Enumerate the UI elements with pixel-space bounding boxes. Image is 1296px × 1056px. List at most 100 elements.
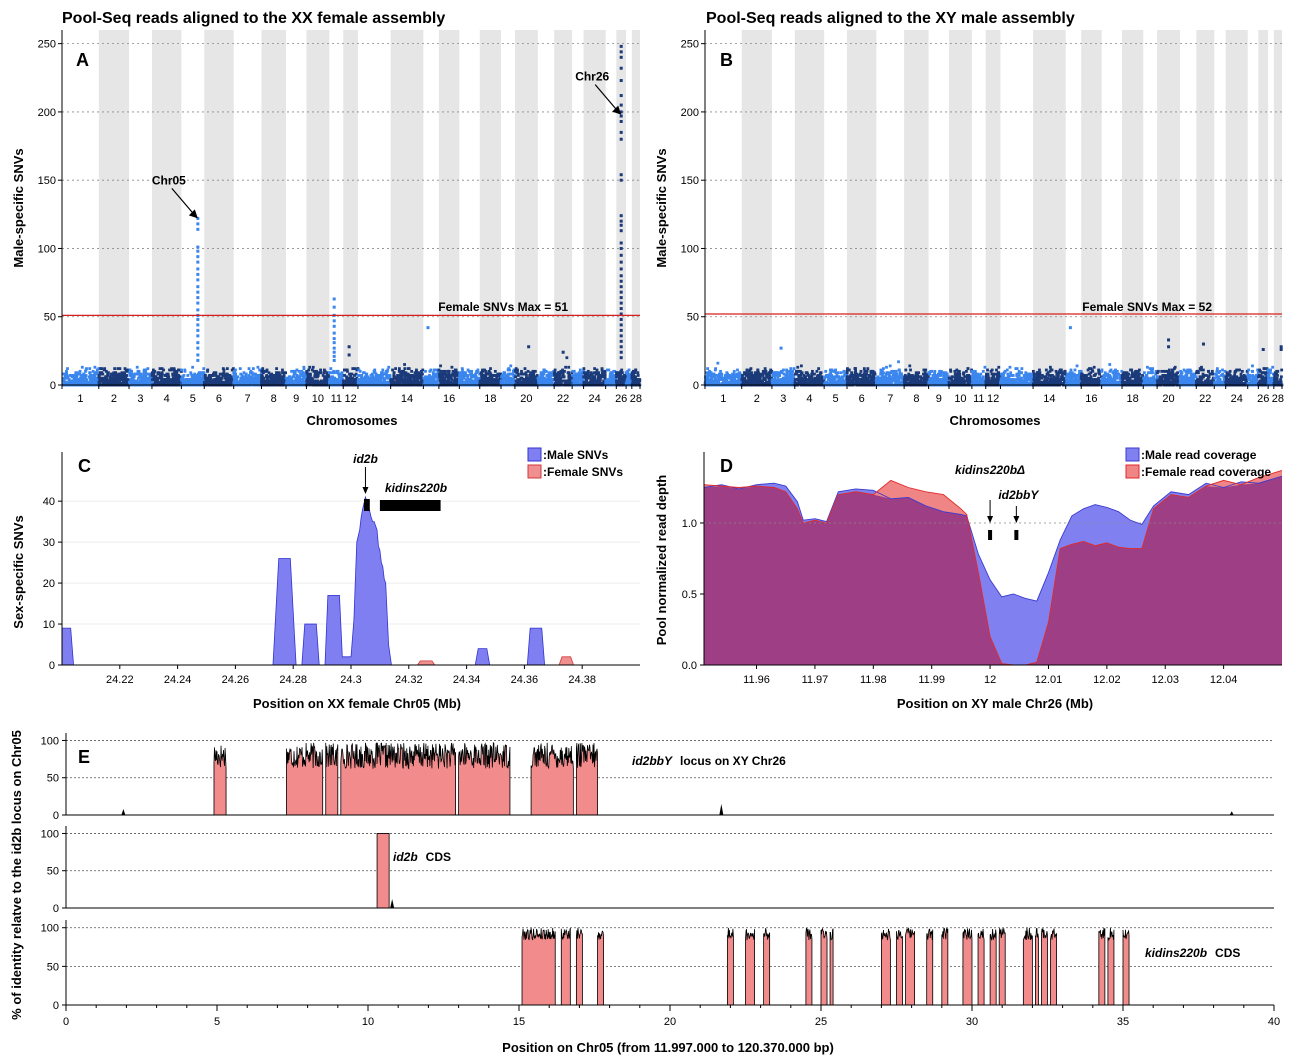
snv-point	[474, 372, 477, 376]
snv-point	[593, 367, 597, 371]
snv-point	[462, 382, 465, 386]
snv-point	[329, 371, 333, 375]
snv-point	[723, 382, 727, 386]
snv-point	[723, 378, 727, 381]
x-tick-label: 20	[520, 393, 532, 405]
snv-point	[171, 374, 175, 377]
snv-point	[461, 371, 465, 375]
snv-point	[440, 376, 444, 380]
snv-point	[451, 369, 455, 373]
snv-point	[403, 367, 407, 371]
snv-point	[91, 374, 95, 377]
snv-point	[728, 376, 731, 380]
snv-point	[436, 378, 440, 381]
snv-point	[132, 374, 135, 377]
snv-point	[225, 367, 229, 371]
snv-peak-point	[196, 296, 200, 300]
snv-point	[589, 379, 593, 383]
snv-point	[63, 372, 67, 376]
snv-point	[418, 380, 422, 384]
x-tick-label: 6	[216, 393, 222, 405]
snv-point	[104, 369, 108, 373]
snv-point	[278, 374, 282, 377]
snv-point	[526, 369, 530, 373]
snv-point	[212, 371, 216, 375]
snv-point	[95, 376, 99, 380]
snv-point	[425, 382, 429, 386]
snv-point	[620, 368, 624, 372]
snv-point	[721, 376, 725, 380]
snv-point	[514, 369, 517, 373]
snv-point	[492, 378, 496, 381]
snv-point	[706, 367, 710, 371]
snv-point	[320, 380, 324, 384]
panel-a: Pool-Seq reads aligned to the XX female …	[11, 10, 642, 428]
snv-point	[349, 372, 352, 376]
snv-point	[563, 379, 566, 383]
snv-point	[582, 375, 586, 379]
snv-point	[373, 368, 377, 372]
snv-point	[336, 369, 340, 373]
snv-peak-point	[619, 339, 623, 343]
snv-point	[348, 376, 352, 380]
snv-point	[232, 367, 235, 371]
snv-point	[453, 368, 457, 372]
y-tick-label: 0	[50, 380, 56, 392]
snv-point	[179, 378, 183, 381]
snv-point	[256, 365, 260, 369]
snv-point	[323, 376, 327, 380]
snv-point	[139, 372, 143, 376]
snv-point	[247, 379, 251, 383]
snv-point	[765, 375, 768, 379]
snv-point	[479, 371, 483, 375]
snv-point	[385, 376, 389, 380]
snv-point	[466, 379, 470, 383]
snv-point	[143, 372, 147, 376]
snv-point	[725, 371, 729, 375]
snv-point	[535, 379, 538, 383]
chromosome-band	[438, 30, 460, 385]
snv-point	[438, 372, 441, 376]
snv-point	[571, 374, 575, 377]
snv-point	[489, 380, 493, 384]
snv-point	[449, 376, 453, 380]
snv-point	[736, 368, 739, 372]
chromosome-band	[1196, 30, 1215, 385]
chromosome-band	[1273, 30, 1282, 385]
snv-point	[738, 380, 741, 384]
chromosome-band	[631, 30, 640, 385]
snv-point	[476, 380, 480, 384]
snv-point	[379, 379, 383, 383]
snv-point	[758, 372, 762, 376]
snv-point	[197, 372, 200, 376]
snv-point	[738, 371, 742, 375]
snv-point	[751, 380, 755, 384]
snv-point	[65, 369, 68, 373]
snv-point	[494, 374, 498, 377]
snv-point	[451, 372, 454, 376]
snv-point	[455, 371, 459, 375]
annotation-arrow	[594, 84, 619, 113]
snv-peak-point	[619, 114, 623, 118]
y-tick-label: 250	[38, 39, 56, 51]
snv-point	[493, 380, 497, 384]
snv-point	[343, 368, 347, 372]
snv-peak-point	[196, 341, 200, 345]
snv-point	[531, 369, 535, 373]
snv-point	[107, 371, 110, 375]
snv-point	[711, 372, 715, 376]
snv-point	[304, 376, 308, 380]
snv-point	[561, 375, 564, 379]
snv-point	[746, 375, 750, 379]
snv-peak-point	[619, 55, 623, 59]
snv-point	[460, 367, 464, 371]
snv-point	[605, 368, 609, 372]
snv-point	[362, 371, 366, 375]
snv-point	[282, 375, 286, 379]
snv-point	[158, 372, 162, 376]
snv-point	[382, 379, 386, 383]
panel-b: Pool-Seq reads aligned to the XY male as…	[654, 10, 1284, 428]
snv-point	[332, 371, 336, 375]
snv-point	[140, 376, 144, 380]
